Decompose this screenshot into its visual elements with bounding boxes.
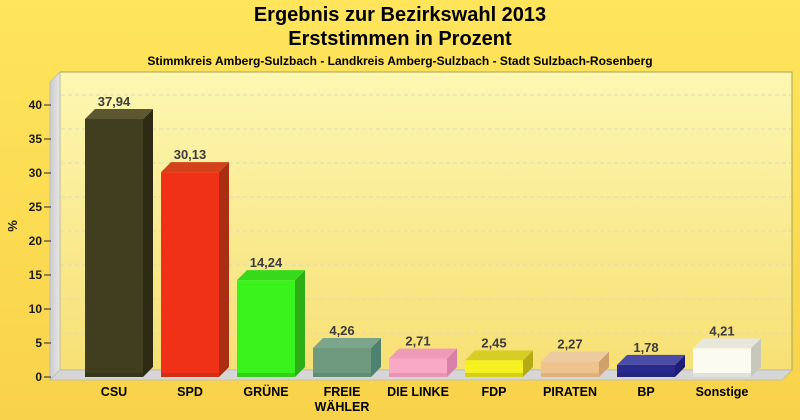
bar-piraten: 2,27 PIRATEN xyxy=(541,337,609,399)
y-tick-label: 0 xyxy=(35,370,42,384)
y-axis: 0 5 10 15 20 25 30 35 40% xyxy=(5,98,51,384)
y-tick-label: 25 xyxy=(29,200,43,214)
bar-value-label: 4,21 xyxy=(709,323,734,338)
side-wall xyxy=(49,71,61,381)
category-label: CSU xyxy=(101,385,127,399)
bar-value-label: 2,27 xyxy=(557,337,582,352)
bar-value-label: 37,94 xyxy=(98,94,131,109)
y-tick-label: 15 xyxy=(29,268,43,282)
bar-fdp: 2,45 FDP xyxy=(465,335,533,399)
chart-subtitle: Erststimmen in Prozent xyxy=(288,28,512,50)
category-label: PIRATEN xyxy=(543,385,597,399)
y-tick-label: 20 xyxy=(29,234,43,248)
y-tick-label: 35 xyxy=(29,132,43,146)
bar-value-label: 2,71 xyxy=(405,334,430,349)
bar-value-label: 2,45 xyxy=(481,335,506,350)
category-label: GRÜNE xyxy=(243,384,288,399)
y-axis-label: % xyxy=(5,220,20,232)
chart-caption: Stimmkreis Amberg-Sulzbach - Landkreis A… xyxy=(147,54,653,68)
y-tick-label: 10 xyxy=(29,302,43,316)
category-label: FREIE WÄHLER xyxy=(315,385,370,414)
y-tick-label: 30 xyxy=(29,166,43,180)
bar-value-label: 4,26 xyxy=(329,323,354,338)
bar-value-label: 14,24 xyxy=(250,255,283,270)
y-tick-label: 5 xyxy=(35,336,42,350)
bar-gr-ne: 14,24 GRÜNE xyxy=(237,255,305,399)
category-label: Sonstige xyxy=(696,385,749,399)
y-tick-label: 40 xyxy=(29,98,43,112)
bar-value-label: 30,13 xyxy=(174,147,207,162)
category-label: SPD xyxy=(177,385,203,399)
bar-bp: 1,78 BP xyxy=(617,340,685,399)
bar-die-linke: 2,71 DIE LINKE xyxy=(387,334,457,399)
category-label: DIE LINKE xyxy=(387,385,449,399)
category-label: FDP xyxy=(482,385,507,399)
category-label: BP xyxy=(637,385,654,399)
bar-sonstige: 4,21 Sonstige xyxy=(693,323,761,399)
bar-spd: 30,13 SPD xyxy=(161,147,229,399)
chart-title: Ergebnis zur Bezirkswahl 2013 xyxy=(253,4,547,26)
bar-csu: 37,94 CSU xyxy=(85,94,153,399)
chart-header: Ergebnis zur Bezirkswahl 2013 Erststimme… xyxy=(0,0,800,69)
bar-freie-w-hler: 4,26 FREIE WÄHLER xyxy=(313,323,381,414)
bar-value-label: 1,78 xyxy=(633,340,658,355)
